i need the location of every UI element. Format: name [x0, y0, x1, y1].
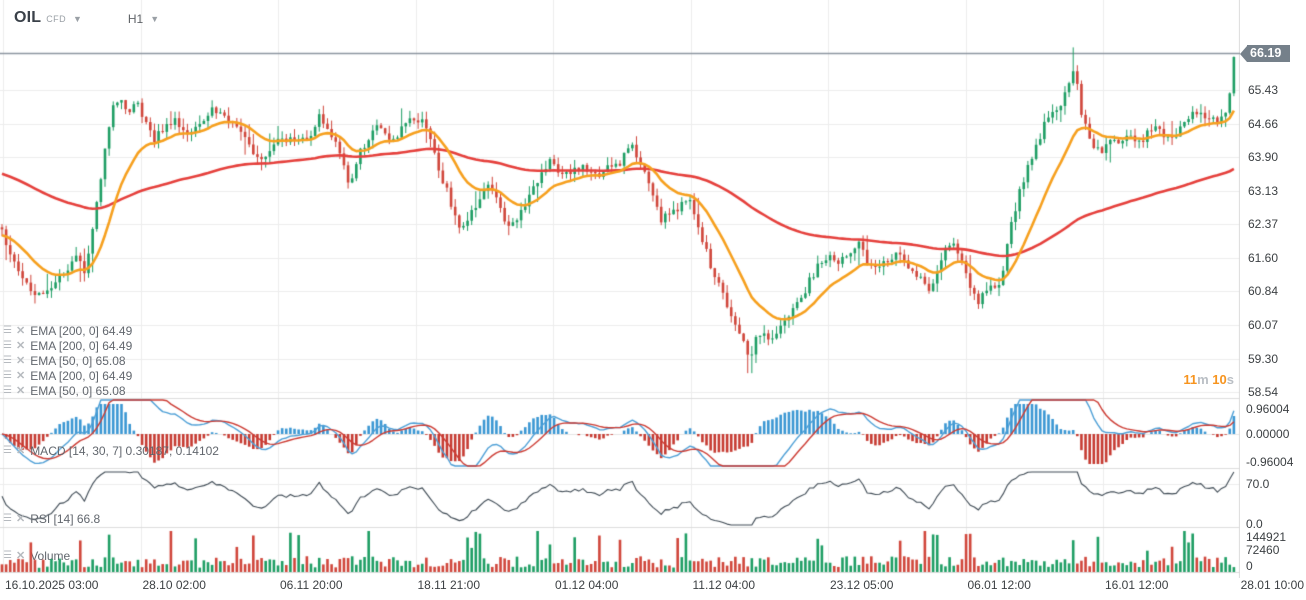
- price-axis-tick: 58.54: [1248, 385, 1279, 399]
- time-axis-label: 28.01 10:00: [1240, 578, 1304, 592]
- indicator-settings-icon[interactable]: ☰: [3, 370, 12, 381]
- price-axis-tick: 60.84: [1248, 284, 1279, 299]
- ema-label: EMA [200, 0] 64.49: [30, 339, 133, 353]
- indicator-settings-icon[interactable]: ☰: [3, 513, 12, 524]
- time-axis-label: 18.11 21:00: [417, 578, 481, 592]
- volume-axis-tick: 0: [1246, 559, 1253, 573]
- symbol-name[interactable]: OIL: [14, 9, 42, 26]
- time-axis-label: 06.11 20:00: [280, 578, 343, 592]
- time-axis-label: 16.10.2025 03:00: [5, 578, 99, 592]
- timeframe-dropdown-icon[interactable]: ▼: [150, 14, 160, 24]
- indicator-settings-icon[interactable]: ☰: [3, 385, 12, 396]
- timer-seconds-unit: s: [1226, 372, 1234, 387]
- indicator-settings-icon[interactable]: ☰: [3, 325, 12, 336]
- price-axis-tick: 64.66: [1248, 117, 1279, 131]
- indicator-label-ema-1: ☰ ✕ EMA [200, 0] 64.49: [3, 324, 132, 338]
- timer-minutes-unit: m: [1197, 372, 1209, 387]
- indicator-remove-icon[interactable]: ✕: [15, 445, 26, 457]
- indicator-remove-icon[interactable]: ✕: [15, 385, 26, 397]
- price-axis-tick: 63.90: [1248, 150, 1279, 165]
- ema-label: EMA [200, 0] 64.49: [30, 324, 133, 338]
- macd-axis-tick: -0.96004: [1246, 455, 1294, 469]
- price-axis-tick: 60.07: [1248, 318, 1279, 332]
- current-price-value: 66.19: [1247, 45, 1291, 62]
- ema-label: EMA [50, 0] 65.08: [30, 384, 126, 398]
- price-badge-arrow-icon: [1240, 45, 1247, 62]
- volume-axis-tick: 72460: [1246, 543, 1280, 557]
- price-chart-canvas[interactable]: [0, 0, 1240, 578]
- price-axis-tick: 65.43: [1248, 83, 1279, 98]
- indicator-settings-icon[interactable]: ☰: [3, 355, 12, 366]
- time-axis-label: 11.12 04:00: [692, 578, 756, 592]
- time-axis-label: 06.01 12:00: [967, 578, 1031, 592]
- indicator-remove-icon[interactable]: ✕: [15, 355, 26, 367]
- instrument-header: OIL CFD ▼ H1 ▼: [14, 9, 159, 27]
- time-axis-label: 23.12 05:00: [830, 578, 894, 592]
- indicator-remove-icon[interactable]: ✕: [15, 370, 26, 382]
- indicator-label-macd: ☰ ✕ MACD [14, 30, 7] 0.30187, 0.14102: [3, 444, 219, 458]
- timer-seconds: 10: [1212, 372, 1227, 387]
- indicator-label-rsi: ☰ ✕ RSI [14] 66.8: [3, 512, 100, 526]
- price-axis-tick: 61.60: [1248, 251, 1279, 265]
- time-axis-label: 16.01 12:00: [1105, 578, 1169, 592]
- candle-countdown-timer: 11m 10s: [1183, 372, 1234, 387]
- time-axis-label: 28.10 02:00: [142, 578, 206, 592]
- ema-label: EMA [50, 0] 65.08: [30, 354, 126, 368]
- indicator-remove-icon[interactable]: ✕: [15, 513, 26, 525]
- price-axis-tick: 62.37: [1248, 217, 1279, 232]
- rsi-axis-tick: 0.0: [1246, 517, 1263, 531]
- indicator-label-ema-3: ☰ ✕ EMA [50, 0] 65.08: [3, 354, 126, 368]
- indicator-label-ema-4: ☰ ✕ EMA [200, 0] 64.49: [3, 369, 132, 383]
- rsi-label: RSI [14] 66.8: [30, 512, 101, 526]
- rsi-axis-tick: 70.0: [1246, 477, 1270, 491]
- indicator-label-ema-2: ☰ ✕ EMA [200, 0] 64.49: [3, 339, 132, 353]
- timeframe-selector[interactable]: H1: [127, 11, 144, 26]
- volume-axis-tick: 144921: [1246, 530, 1287, 544]
- macd-label: MACD [14, 30, 7] 0.30187, 0.14102: [30, 444, 219, 458]
- macd-axis-tick: 0.96004: [1246, 402, 1290, 416]
- indicator-label-ema-5: ☰ ✕ EMA [50, 0] 65.08: [3, 384, 126, 398]
- timer-minutes: 11: [1183, 372, 1198, 387]
- indicator-settings-icon[interactable]: ☰: [3, 340, 12, 351]
- indicator-remove-icon[interactable]: ✕: [15, 325, 26, 337]
- price-axis-tick: 59.30: [1248, 351, 1279, 366]
- symbol-dropdown-icon[interactable]: ▼: [72, 14, 82, 24]
- market-type-badge: CFD: [46, 14, 66, 24]
- time-axis-label: 01.12 04:00: [555, 578, 619, 592]
- indicator-settings-icon[interactable]: ☰: [3, 445, 12, 456]
- current-price-badge: 66.19: [1240, 45, 1291, 62]
- price-axis-tick: 63.13: [1248, 184, 1279, 198]
- macd-axis-tick: 0.00000: [1246, 427, 1290, 441]
- indicator-remove-icon[interactable]: ✕: [15, 340, 26, 352]
- ema-label: EMA [200, 0] 64.49: [30, 369, 133, 383]
